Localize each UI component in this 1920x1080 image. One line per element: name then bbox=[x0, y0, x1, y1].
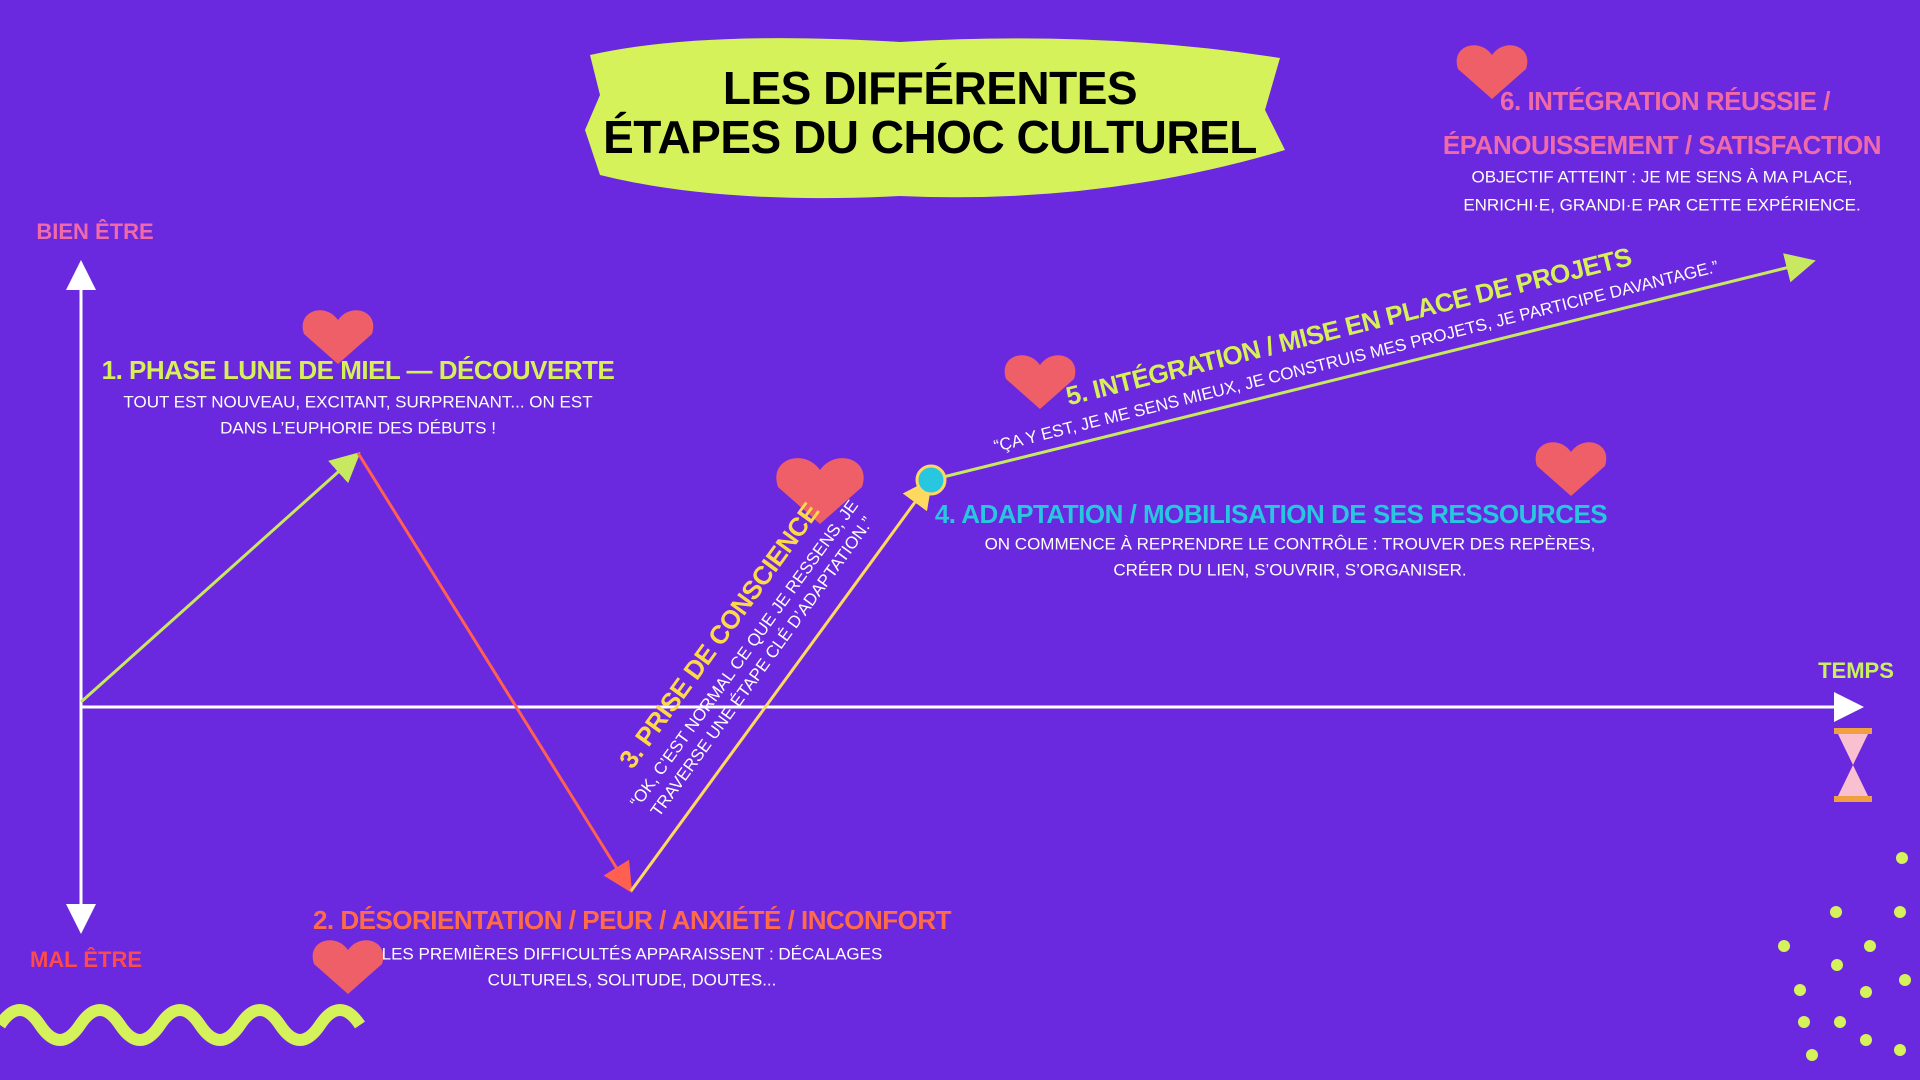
stage-body: LES PREMIÈRES DIFFICULTÉS APPARAISSENT :… bbox=[382, 944, 883, 963]
marker-dot bbox=[915, 464, 947, 496]
stage-heading: 2. DÉSORIENTATION / PEUR / ANXIÉTÉ / INC… bbox=[313, 905, 952, 935]
stage-body: ON COMMENCE À REPRENDRE LE CONTRÔLE : TR… bbox=[985, 534, 1596, 553]
title: ÉTAPES DU CHOC CULTUREL bbox=[603, 111, 1257, 163]
stage-body: CULTURELS, SOLITUDE, DOUTES... bbox=[488, 970, 777, 989]
curve-segment bbox=[356, 452, 633, 894]
dots bbox=[1778, 852, 1911, 1061]
stage-heading: 4. ADAPTATION / MOBILISATION DE SES RESS… bbox=[935, 499, 1607, 529]
curve-segment bbox=[79, 451, 361, 704]
stage-3: 3. PRISE DE CONSCIENCE “OK, C’EST NORMAL… bbox=[613, 497, 877, 821]
stage-body: CRÉER DU LIEN, S’OUVRIR, S’ORGANISER. bbox=[1113, 560, 1466, 579]
title: LES DIFFÉRENTES bbox=[723, 62, 1137, 114]
stage-body: “OK, C’EST NORMAL CE QUE JE RESSENS, JE bbox=[626, 497, 862, 812]
stage-5: 5. INTÉGRATION / MISE EN PLACE DE PROJET… bbox=[992, 241, 1721, 456]
stage-heading: 6. INTÉGRATION RÉUSSIE / bbox=[1500, 86, 1830, 116]
curve-segment bbox=[629, 478, 933, 892]
hourglass-icon bbox=[1834, 728, 1872, 802]
squiggle bbox=[0, 1004, 365, 1046]
stage-body: ENRICHI·E, GRANDI·E PAR CETTE EXPÉRIENCE… bbox=[1463, 195, 1860, 214]
curve-segment bbox=[930, 253, 1816, 482]
stage-heading: ÉPANOUISSEMENT / SATISFACTION bbox=[1443, 130, 1881, 160]
stage-body: DANS L’EUPHORIE DES DÉBUTS ! bbox=[220, 418, 496, 437]
stage-body: TOUT EST NOUVEAU, EXCITANT, SURPRENANT..… bbox=[123, 392, 592, 411]
stage-body: OBJECTIF ATTEINT : JE ME SENS À MA PLACE… bbox=[1471, 167, 1852, 186]
title-banner bbox=[585, 38, 1285, 199]
axis-label: MAL ÊTRE bbox=[30, 947, 142, 972]
axis-label: TEMPS bbox=[1818, 658, 1894, 683]
stage-heading: 1. PHASE LUNE DE MIEL — DÉCOUVERTE bbox=[102, 355, 615, 385]
stage-body: “ÇA Y EST, JE ME SENS MIEUX, JE CONSTRUI… bbox=[992, 257, 1721, 456]
axis-label: BIEN ÊTRE bbox=[36, 219, 153, 244]
heart-icons bbox=[302, 45, 1607, 994]
